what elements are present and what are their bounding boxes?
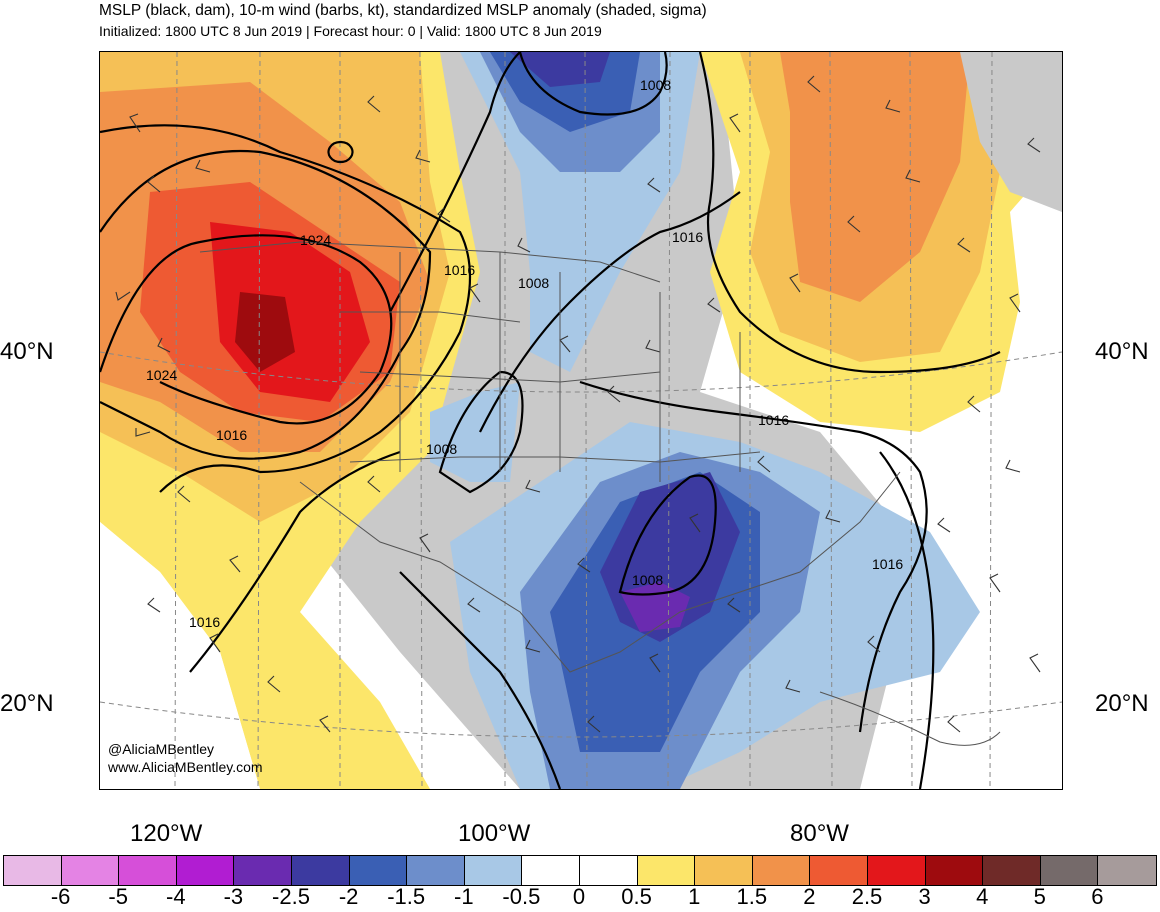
colorbar-swatch	[291, 856, 350, 885]
colorbar-swatch	[522, 856, 580, 885]
colorbar-swatch	[176, 856, 235, 885]
credit-website: www.AliciaMBentley.com	[108, 759, 263, 775]
anomaly-low-pacific	[100, 522, 260, 789]
colorbar-tick-label: 0	[572, 884, 586, 909]
isobar-1016-gulf	[399, 571, 562, 789]
isobar-1016-west	[100, 124, 472, 493]
isobar-1008-north	[518, 52, 668, 116]
graticule	[100, 52, 1062, 789]
isobar-1024-ring	[327, 140, 354, 164]
credit-handle: @AliciaMBentley	[108, 741, 215, 757]
colorbar-tick-label: -0.5	[502, 884, 541, 909]
colorbar-tick-label: 0.5	[621, 884, 652, 909]
map-subtitle: Initialized: 1800 UTC 8 Jun 2019 | Forec…	[99, 23, 602, 39]
colorbar-tick-label: -5	[108, 884, 128, 909]
colorbar-swatch	[925, 856, 984, 885]
lat-label-20n-left: 20°N	[0, 690, 54, 717]
colorbar-tick-label: 3	[918, 884, 931, 909]
colorbar-swatch	[1098, 856, 1156, 885]
colorbar-tick-label: 6	[1091, 884, 1104, 909]
isobar-1024-west	[100, 234, 393, 425]
lon-label-80w: 80°W	[790, 820, 849, 847]
isobar-label: 1016	[216, 427, 247, 443]
colorbar-tick-label: 2.5	[851, 884, 883, 909]
lat-label-20n-right: 20°N	[1095, 690, 1149, 717]
colorbar-swatch	[1040, 856, 1099, 885]
colorbar-swatch	[579, 856, 638, 885]
isobar-1008-gulf	[618, 474, 717, 596]
colorbar-tick-label: -2.5	[272, 884, 310, 909]
isobar-1016-south	[189, 450, 401, 673]
colorbar	[3, 855, 1157, 886]
isobar-1016-mid	[479, 191, 741, 433]
colorbar-swatch	[61, 856, 120, 885]
colorbar-tick-label: -2	[338, 884, 359, 909]
isobar-1024-outer	[100, 150, 432, 460]
colorbar-tick-label: -4	[166, 884, 186, 909]
colorbar-tick-label: 5	[1033, 884, 1046, 909]
colorbar-tick-label: -1.5	[387, 884, 426, 909]
isobar-label: 1008	[640, 77, 671, 93]
isobar-label: 1016	[444, 262, 475, 278]
isobar-1016-east	[579, 380, 928, 733]
map-title: MSLP (black, dam), 10-m wind (barbs, kt)…	[99, 2, 707, 19]
colorbar-tick-label: 4	[976, 884, 989, 909]
political-borders	[199, 241, 1001, 746]
isobar-label: 1016	[189, 614, 220, 630]
isobar-label: 1016	[758, 412, 789, 428]
colorbar-swatch	[637, 856, 696, 885]
colorbar-swatch	[4, 856, 62, 885]
colorbar-tick-label: 1.5	[736, 884, 768, 909]
isobar-1016-atlantic	[879, 451, 935, 789]
colorbar-swatch	[752, 856, 811, 885]
anomaly-pos-west-4	[235, 292, 295, 372]
colorbar-tick-label: 1	[688, 884, 701, 909]
isobar-label: 1024	[300, 232, 331, 248]
colorbar-tick-label: 2	[803, 884, 816, 909]
colorbar-swatch	[119, 856, 177, 885]
colorbar-tick-label: -1	[454, 884, 474, 909]
wind-barbs	[115, 75, 1041, 733]
isobars	[100, 52, 1001, 789]
lat-label-40n-left: 40°N	[0, 338, 54, 365]
colorbar-swatch	[810, 856, 868, 885]
lon-label-120w: 120°W	[130, 820, 203, 847]
isobar-label: 1008	[426, 441, 457, 457]
weather-map: 1024 1016 1008 1016 1008 1016 1024 1016 …	[99, 51, 1063, 790]
lat-label-40n-right: 40°N	[1095, 338, 1149, 365]
isobar-label: 1008	[632, 572, 663, 588]
colorbar-tick-label: -6	[50, 884, 71, 909]
colorbar-swatch	[464, 856, 523, 885]
isobar-label: 1016	[672, 229, 703, 245]
colorbar-tick-label: -3	[223, 884, 244, 909]
isobar-label: 1016	[872, 556, 903, 572]
isobar-label: 1024	[146, 367, 177, 383]
anomaly-neutral-ne	[960, 52, 1062, 212]
colorbar-swatch	[867, 856, 926, 885]
colorbar-swatch	[695, 856, 753, 885]
isobar-label: 1008	[518, 275, 549, 291]
colorbar-swatch	[983, 856, 1041, 885]
isobar-label-group: 1024 1016 1008 1016 1008 1016 1024 1016 …	[146, 77, 903, 630]
colorbar-swatch	[349, 856, 408, 885]
isobar-1008-trough	[389, 52, 521, 313]
anomaly-neg-north-2	[510, 52, 610, 87]
colorbar-swatch	[407, 856, 465, 885]
isobar-1008-inner	[438, 370, 524, 494]
colorbar-swatch	[234, 856, 292, 885]
anomaly-pos-east-2	[780, 52, 970, 302]
lon-label-100w: 100°W	[458, 820, 531, 847]
isobar-1016-ne	[698, 52, 1001, 374]
